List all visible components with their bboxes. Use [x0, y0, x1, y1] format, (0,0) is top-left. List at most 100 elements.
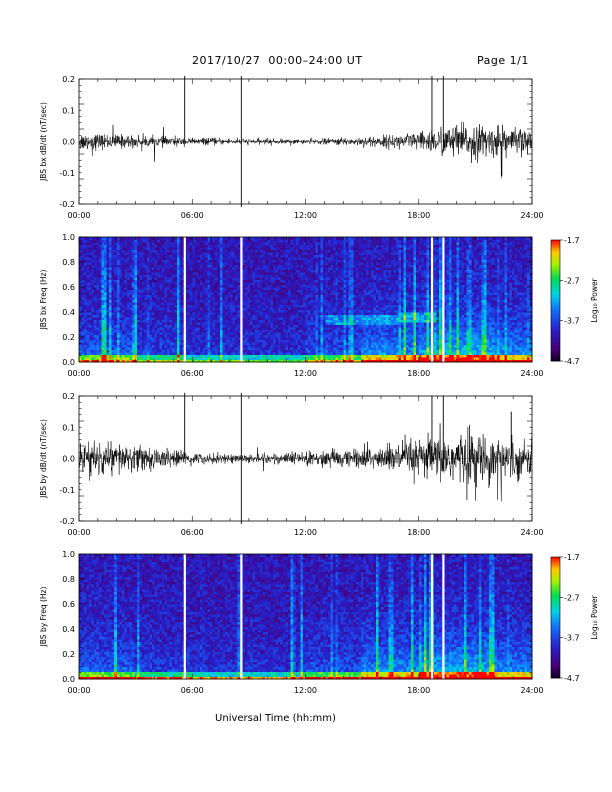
heatmap-cell [141, 262, 145, 265]
heatmap-cell [255, 254, 258, 258]
heatmap-cell [313, 297, 316, 300]
heatmap-cell [209, 324, 213, 328]
heatmap-cell [255, 334, 258, 338]
heatmap-cell [217, 242, 221, 245]
heatmap-cell [242, 257, 246, 260]
heatmap-cell [189, 309, 193, 313]
heatmap-cell [104, 347, 107, 350]
heatmap-cell [89, 297, 92, 300]
heatmap-cell [237, 279, 241, 283]
heatmap-cell [194, 307, 198, 310]
heatmap-cell [131, 279, 135, 283]
heatmap-cell [121, 279, 125, 283]
heatmap-cell [262, 337, 266, 340]
heatmap-cell [232, 334, 236, 338]
heatmap-cell [164, 284, 168, 288]
heatmap-cell [146, 359, 150, 363]
heatmap-cell [280, 317, 284, 320]
heatmap-cell [214, 299, 218, 303]
heatmap-cell [84, 337, 87, 340]
heatmap-cell [275, 254, 279, 258]
heatmap-cell [144, 347, 148, 350]
heatmap-cell [305, 287, 309, 290]
heatmap-cell [194, 332, 198, 335]
heatmap-cell [277, 279, 281, 283]
heatmap-cell [270, 332, 274, 335]
heatmap-cell [272, 297, 276, 300]
heatmap-cell [277, 334, 281, 338]
heatmap-cell [94, 299, 97, 303]
heatmap-cell [202, 327, 206, 330]
heatmap-cell [287, 267, 291, 270]
heatmap-cell [84, 322, 87, 325]
heatmap-cell [207, 322, 211, 325]
heatmap-cell [121, 299, 125, 303]
heatmap-cell [124, 279, 128, 283]
heatmap-cell [157, 237, 160, 240]
heatmap-cell [290, 279, 294, 283]
heatmap-cell [131, 299, 135, 303]
heatmap-cell [146, 334, 150, 338]
heatmap-cell [199, 297, 203, 300]
heatmap-cell [146, 332, 150, 335]
heatmap-cell [104, 319, 107, 323]
heatmap-cell [245, 289, 248, 293]
heatmap-cell [222, 272, 226, 275]
heatmap-cell [267, 279, 271, 283]
heatmap-cell [167, 339, 170, 343]
heatmap-cell [174, 257, 178, 260]
heatmap-cell [121, 254, 125, 258]
heatmap-cell [204, 307, 208, 310]
heatmap-cell [232, 314, 236, 318]
heatmap-cell [224, 259, 228, 263]
heatmap-cell [295, 339, 299, 343]
heatmap-cell [302, 309, 306, 313]
heatmap-cell [114, 319, 118, 323]
heatmap-cell [260, 274, 264, 278]
heatmap-cell [114, 289, 118, 293]
heatmap-cell [177, 282, 180, 285]
heatmap-cell [164, 342, 168, 345]
heatmap-cell [323, 342, 326, 345]
heatmap-cell [252, 357, 256, 360]
heatmap-cell [295, 349, 299, 353]
heatmap-cell [305, 309, 309, 313]
heatmap-cell [214, 302, 218, 305]
heatmap-cell [265, 249, 269, 253]
heatmap-cell [252, 297, 256, 300]
heatmap-cell [169, 267, 173, 270]
heatmap-cell [232, 347, 236, 350]
heatmap-cell [174, 252, 178, 255]
heatmap-cell [84, 314, 87, 318]
heatmap-cell [272, 349, 276, 353]
heatmap-cell [262, 322, 266, 325]
heatmap-cell [247, 272, 251, 275]
heatmap-cell [159, 257, 163, 260]
heatmap-cell [154, 339, 158, 343]
heatmap-cell [255, 304, 258, 308]
heatmap-cell [217, 299, 221, 303]
heatmap-cell [151, 302, 155, 305]
heatmap-cell [101, 287, 105, 290]
heatmap-cell [242, 352, 246, 355]
heatmap-cell [187, 259, 191, 263]
heatmap-cell [235, 312, 238, 315]
heatmap-cell [237, 344, 241, 348]
heatmap-cell [194, 299, 198, 303]
heatmap-cell [318, 269, 321, 273]
heatmap-cell [91, 314, 95, 318]
heatmap-cell [144, 269, 148, 273]
heatmap-cell [81, 282, 85, 285]
heatmap-cell [305, 322, 309, 325]
heatmap-cell [260, 299, 264, 303]
heatmap-cell [169, 332, 173, 335]
heatmap-cell [230, 259, 233, 263]
heatmap-cell [167, 247, 170, 250]
heatmap-cell [262, 259, 266, 263]
heatmap-cell [222, 334, 226, 338]
heatmap-cell [177, 269, 180, 273]
heatmap-cell [315, 277, 319, 280]
heatmap-cell [169, 289, 173, 293]
heatmap-cell [124, 344, 128, 348]
heatmap-cell [290, 242, 294, 245]
